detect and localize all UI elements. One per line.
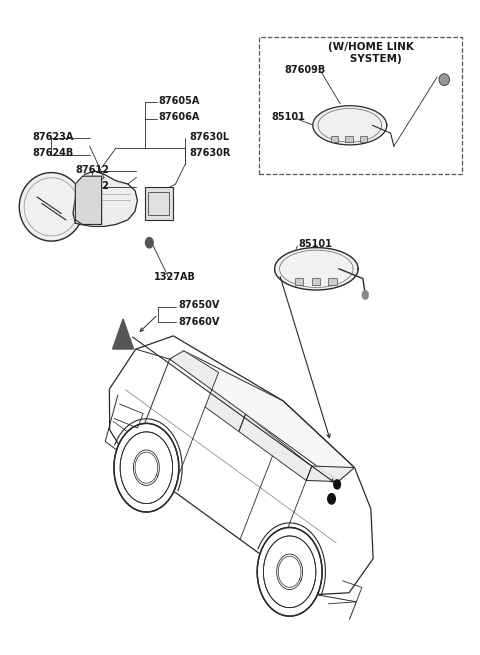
Polygon shape: [306, 466, 355, 481]
Text: 87606A: 87606A: [159, 112, 200, 122]
Text: 87650V: 87650V: [178, 301, 219, 310]
Bar: [259, 37, 462, 174]
Circle shape: [362, 290, 369, 299]
Bar: [331, 136, 338, 141]
Bar: [148, 193, 169, 215]
Text: 87630L: 87630L: [189, 132, 229, 142]
Polygon shape: [257, 527, 322, 616]
Bar: [144, 187, 173, 220]
Polygon shape: [205, 390, 246, 432]
Circle shape: [145, 238, 153, 248]
Text: 87623A: 87623A: [33, 132, 74, 142]
Circle shape: [328, 494, 336, 504]
Polygon shape: [75, 176, 102, 225]
Bar: [346, 136, 353, 141]
Polygon shape: [313, 105, 387, 145]
Polygon shape: [275, 248, 358, 290]
Bar: [328, 278, 337, 285]
Circle shape: [334, 480, 340, 489]
Bar: [360, 136, 367, 141]
Text: 85101: 85101: [298, 239, 332, 249]
Bar: [295, 278, 303, 285]
Text: 87630R: 87630R: [189, 148, 230, 159]
Polygon shape: [114, 423, 179, 512]
Text: 87612: 87612: [75, 164, 109, 175]
Polygon shape: [170, 351, 355, 481]
Bar: [312, 278, 320, 285]
Text: 1327AB: 1327AB: [154, 272, 196, 282]
Ellipse shape: [439, 74, 449, 86]
Text: 87605A: 87605A: [159, 96, 200, 105]
Polygon shape: [19, 173, 84, 241]
Text: 87624B: 87624B: [33, 148, 73, 159]
Text: 87660V: 87660V: [178, 316, 219, 327]
Text: 87622: 87622: [75, 181, 109, 191]
Polygon shape: [113, 319, 133, 349]
Text: (W/HOME LINK
   SYSTEM): (W/HOME LINK SYSTEM): [328, 43, 414, 64]
Polygon shape: [73, 171, 137, 227]
Polygon shape: [239, 414, 312, 481]
Text: 85101: 85101: [272, 113, 305, 122]
Polygon shape: [170, 351, 218, 390]
Text: 87609B: 87609B: [285, 65, 326, 75]
